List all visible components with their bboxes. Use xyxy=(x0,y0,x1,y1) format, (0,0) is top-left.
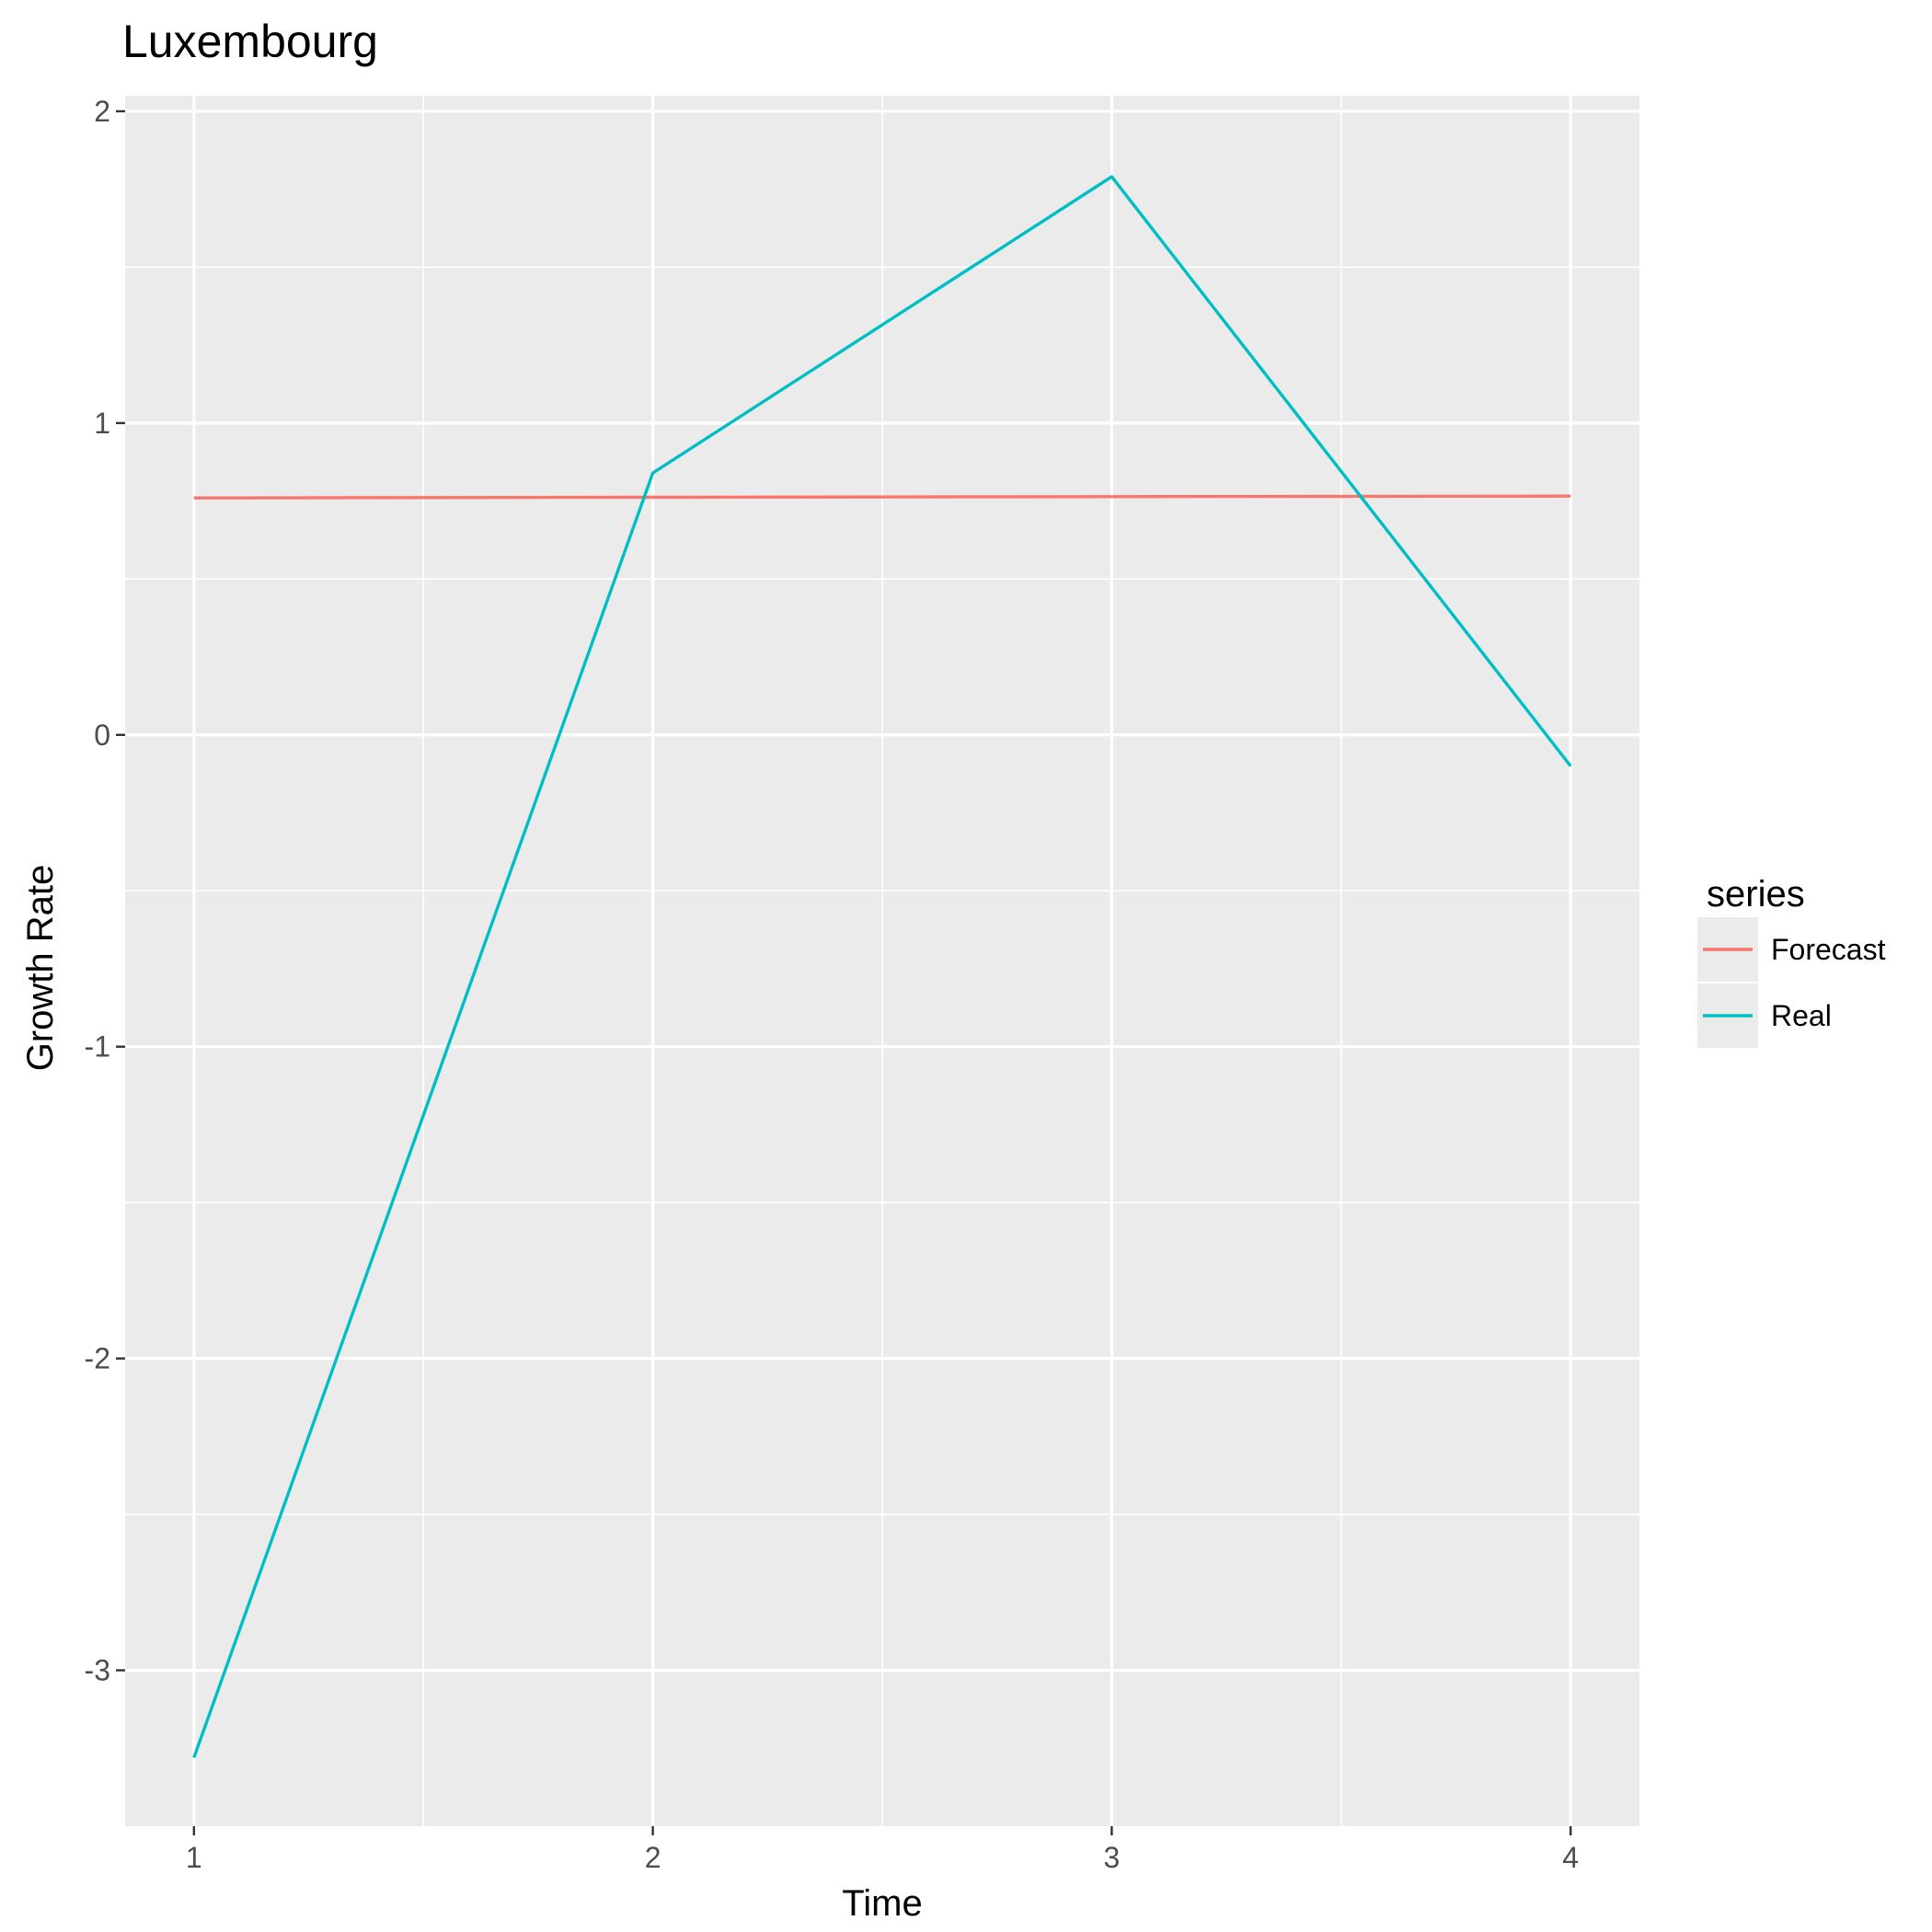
y-tick-label: 0 xyxy=(94,719,110,752)
y-tick-label: -2 xyxy=(85,1342,110,1375)
x-tick-label: 4 xyxy=(1562,1841,1579,1874)
legend-title: series xyxy=(1707,874,1805,914)
x-tick-label: 2 xyxy=(645,1841,661,1874)
legend-label-real: Real xyxy=(1771,999,1832,1032)
y-tick-label: -3 xyxy=(85,1654,110,1687)
legend-label-forecast: Forecast xyxy=(1771,933,1886,966)
y-tick-label: -1 xyxy=(85,1030,110,1064)
y-tick-label: 2 xyxy=(94,95,110,128)
legend: Forecast Real xyxy=(1697,917,1886,1048)
x-tick-label: 1 xyxy=(186,1841,202,1874)
series-line-real xyxy=(192,175,1572,1758)
series-line-forecast xyxy=(193,494,1571,500)
x-tick-label: 3 xyxy=(1103,1841,1120,1874)
y-tick-label: 1 xyxy=(94,407,110,440)
x-axis-title: Time xyxy=(842,1883,922,1924)
y-axis-title: Growth Rate xyxy=(20,865,61,1072)
chart-title: Luxembourg xyxy=(122,16,378,67)
plot-area: 2 1 0 -1 -2 -3 1 2 3 4 xyxy=(85,95,1639,1874)
